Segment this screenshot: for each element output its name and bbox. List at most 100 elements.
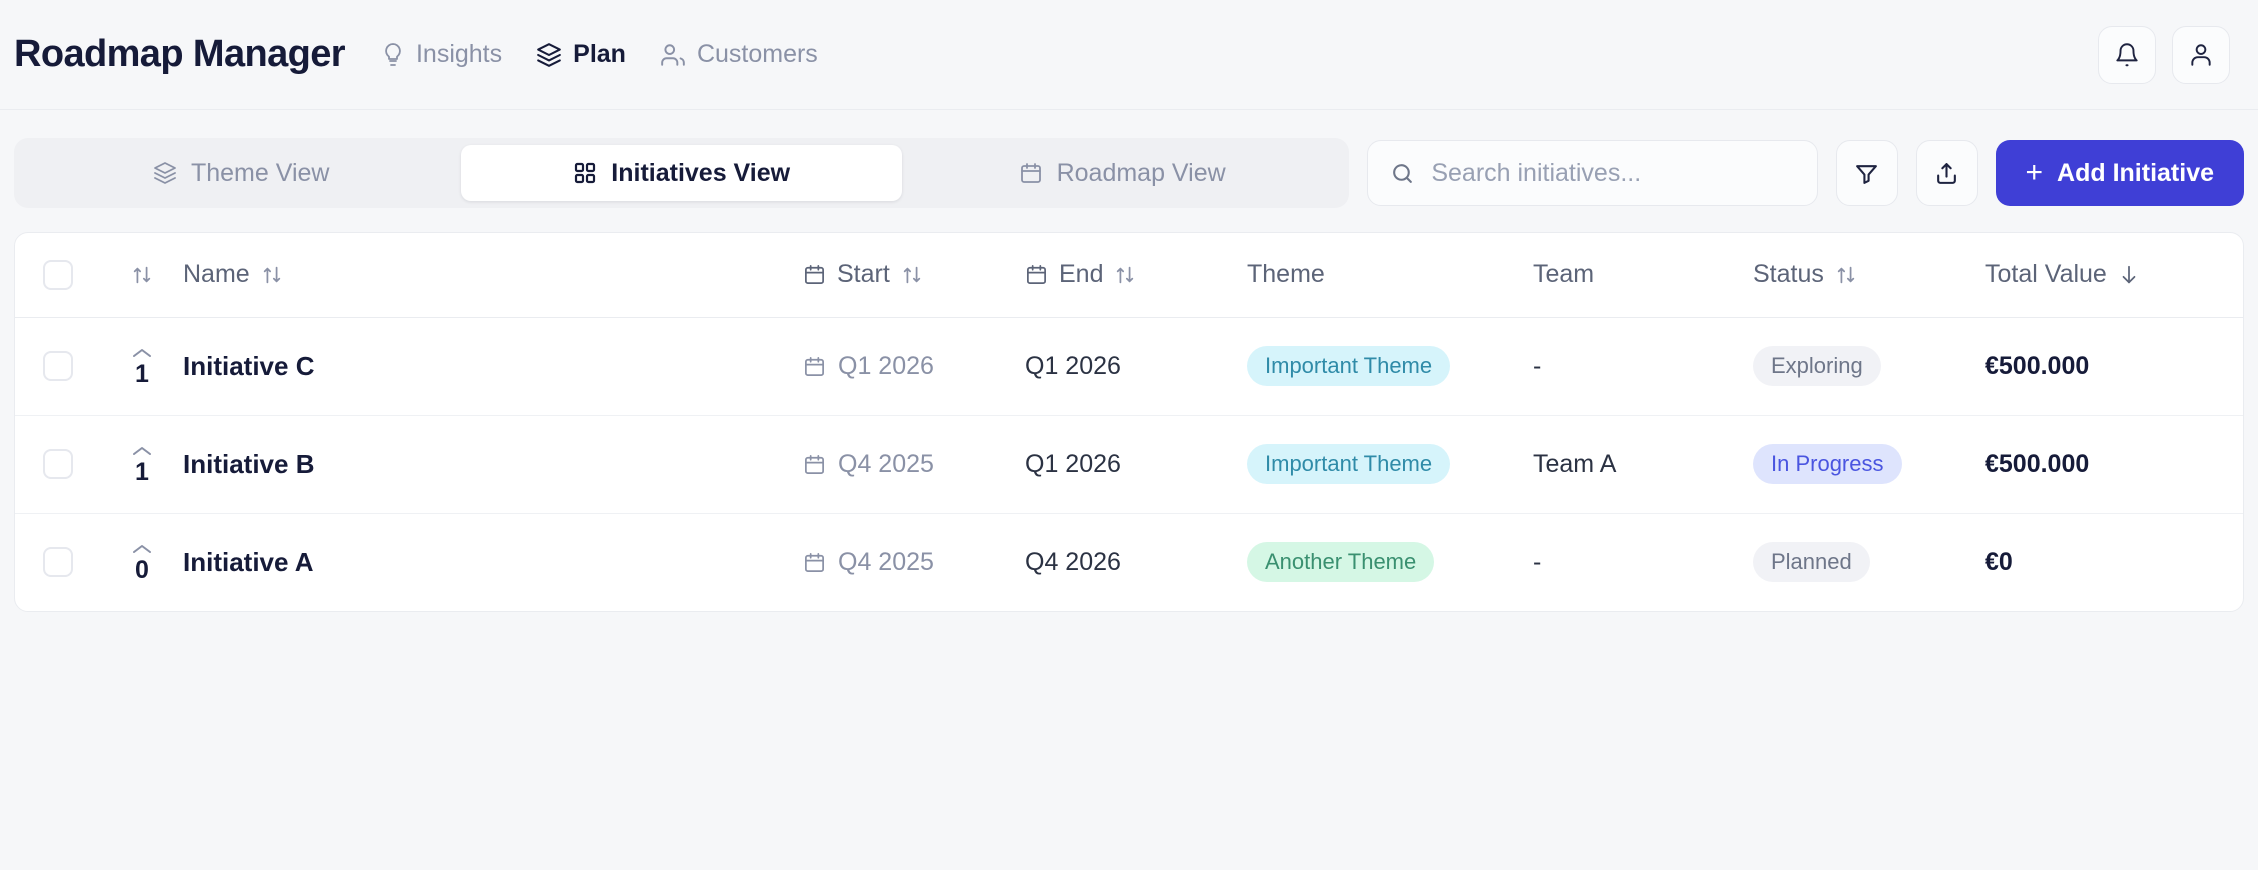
tab-theme-view[interactable]: Theme View (21, 145, 461, 201)
th-rank[interactable] (101, 233, 183, 318)
initiative-name[interactable]: Initiative A (183, 546, 314, 577)
row-team-cell: - (1533, 513, 1753, 611)
table-row[interactable]: 1 Initiative B Q4 2025 (15, 415, 2243, 514)
row-value-cell: €0 (1985, 513, 2243, 611)
th-theme: Theme (1247, 233, 1533, 318)
row-name-cell: Initiative A (183, 513, 803, 611)
row-checkbox[interactable] (43, 449, 73, 479)
chevron-up-icon (131, 444, 153, 458)
end-date: Q1 2026 (1025, 449, 1121, 478)
initiative-name[interactable]: Initiative B (183, 448, 315, 479)
end-date: Q1 2026 (1025, 351, 1121, 380)
export-button[interactable] (1915, 140, 1978, 206)
profile-button[interactable] (2172, 25, 2230, 84)
notifications-button[interactable] (2098, 25, 2156, 84)
row-team-cell: - (1533, 317, 1753, 416)
lightbulb-icon (381, 42, 405, 68)
plus-icon: + (2025, 156, 2044, 189)
row-value-cell: €500.000 (1985, 415, 2243, 514)
app-header: Roadmap Manager Insights Plan (0, 0, 2258, 110)
nav-item-plan[interactable]: Plan (536, 40, 626, 69)
filter-button[interactable] (1835, 140, 1898, 206)
th-status[interactable]: Status (1753, 233, 1985, 318)
th-select-all (15, 233, 101, 318)
nav-item-customers[interactable]: Customers (660, 40, 818, 69)
select-all-checkbox[interactable] (43, 259, 73, 290)
th-status-label: Status (1753, 260, 1824, 289)
row-status-cell: Exploring (1753, 317, 1985, 416)
upload-icon (1934, 161, 1959, 186)
th-total-value-label: Total Value (1985, 260, 2107, 289)
row-theme-cell: Important Theme (1247, 415, 1533, 514)
initiative-name[interactable]: Initiative C (183, 350, 315, 381)
th-name[interactable]: Name (183, 233, 803, 318)
layers-icon (536, 42, 562, 68)
calendar-icon (803, 355, 826, 378)
row-select-cell (15, 317, 101, 416)
row-status-cell: Planned (1753, 513, 1985, 611)
table-header: Name (15, 233, 2243, 318)
tab-initiatives-view-label: Initiatives View (611, 158, 791, 187)
th-team-label: Team (1533, 260, 1595, 289)
search-icon (1390, 161, 1415, 186)
search-input[interactable] (1431, 158, 1795, 188)
row-checkbox[interactable] (43, 351, 73, 381)
nav-item-customers-label: Customers (696, 40, 818, 68)
tab-initiatives-view[interactable]: Initiatives View (461, 145, 902, 201)
app-title: Roadmap Manager (14, 33, 346, 75)
sort-icon (261, 264, 283, 286)
team-value: - (1533, 351, 1542, 380)
start-date: Q4 2025 (838, 449, 934, 478)
row-theme-cell: Important Theme (1247, 317, 1533, 416)
main-nav: Insights Plan Customers (381, 40, 818, 69)
th-team: Team (1533, 233, 1753, 318)
row-end-cell: Q4 2026 (1025, 513, 1247, 611)
nav-item-insights-label: Insights (415, 40, 503, 68)
table-row[interactable]: 1 Initiative C Q1 2026 (15, 317, 2243, 416)
upvote-control[interactable]: 0 (122, 542, 162, 583)
calendar-icon (1019, 161, 1043, 185)
calendar-icon (803, 551, 826, 574)
sort-icon (131, 264, 153, 286)
row-value-cell: €500.000 (1985, 317, 2243, 416)
th-start-label: Start (837, 260, 890, 289)
tab-theme-view-label: Theme View (190, 158, 330, 187)
header-actions (2098, 25, 2230, 84)
total-value: €0 (1985, 547, 2013, 576)
row-rank-cell: 1 (101, 317, 183, 416)
row-checkbox[interactable] (43, 547, 73, 578)
grid-icon (573, 161, 597, 185)
row-end-cell: Q1 2026 (1025, 415, 1247, 514)
upvote-control[interactable]: 1 (122, 346, 162, 387)
add-initiative-button[interactable]: + Add Initiative (1995, 140, 2245, 206)
tab-roadmap-view[interactable]: Roadmap View (902, 145, 1342, 201)
vote-count: 0 (135, 555, 149, 584)
calendar-icon (1025, 263, 1048, 286)
team-value: Team A (1533, 449, 1617, 478)
users-icon (660, 42, 686, 68)
start-date: Q1 2026 (838, 351, 934, 380)
row-end-cell: Q1 2026 (1025, 317, 1247, 416)
search-box[interactable] (1367, 140, 1818, 206)
tab-roadmap-view-label: Roadmap View (1056, 158, 1226, 187)
th-total-value[interactable]: Total Value (1985, 233, 2243, 318)
total-value: €500.000 (1985, 449, 2090, 478)
th-start[interactable]: Start (803, 233, 1025, 318)
row-rank-cell: 0 (101, 513, 183, 611)
team-value: - (1533, 547, 1542, 576)
th-end-label: End (1059, 260, 1104, 289)
status-badge: Planned (1753, 542, 1870, 583)
row-name-cell: Initiative C (183, 317, 803, 416)
th-end[interactable]: End (1025, 233, 1247, 318)
row-rank-cell: 1 (101, 415, 183, 514)
row-start-cell: Q4 2025 (803, 415, 1025, 514)
sort-icon (1114, 264, 1136, 286)
upvote-control[interactable]: 1 (122, 444, 162, 485)
vote-count: 1 (135, 457, 149, 486)
row-name-cell: Initiative B (183, 415, 803, 514)
calendar-icon (803, 453, 826, 476)
nav-item-insights[interactable]: Insights (381, 40, 502, 69)
theme-badge: Important Theme (1247, 346, 1451, 386)
end-date: Q4 2026 (1025, 547, 1121, 576)
table-row[interactable]: 0 Initiative A Q4 2025 (15, 513, 2243, 611)
